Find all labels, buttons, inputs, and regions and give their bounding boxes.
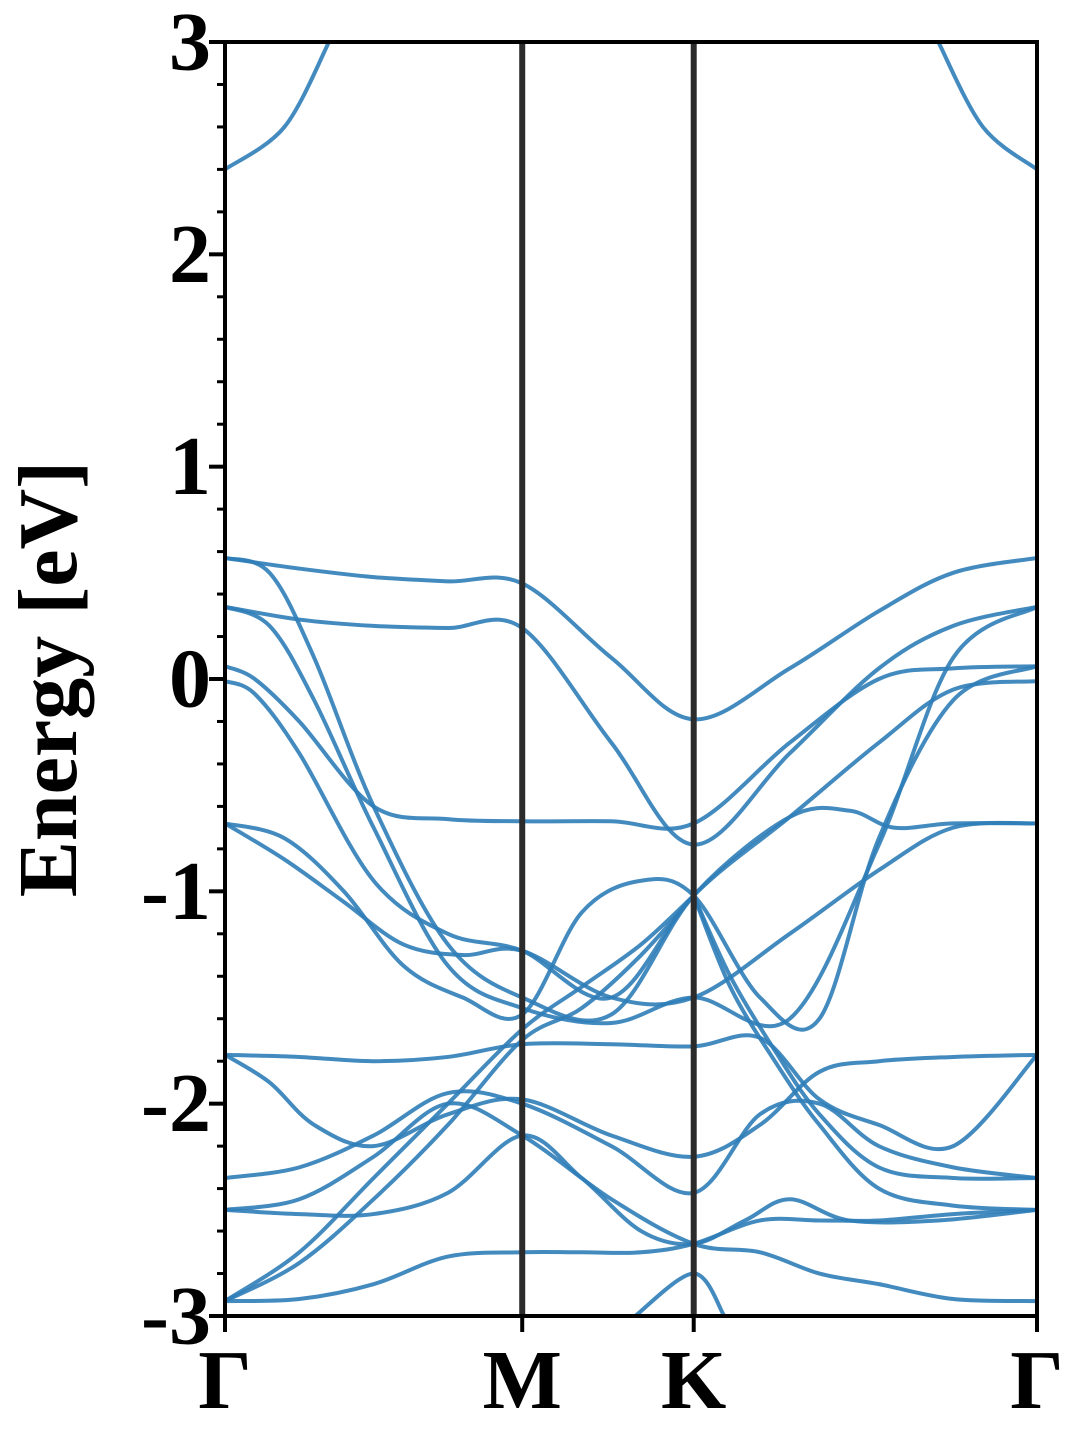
band-line-15 — [225, 893, 696, 1304]
y-tick-label: 2 — [169, 208, 211, 301]
band-line-8 — [225, 820, 1037, 1007]
band-line-3 — [225, 664, 1037, 831]
y-tick-label: -3 — [141, 1270, 211, 1363]
band-line-17 — [691, 893, 1037, 1181]
band-line-18 — [691, 893, 1037, 1212]
x-tick-label-1: Γ — [198, 1334, 251, 1427]
y-axis-label: Energy [eV] — [2, 461, 95, 897]
band-line-13 — [225, 1133, 1037, 1247]
plot-frame — [223, 40, 1039, 1318]
x-tick-label-2: M — [483, 1334, 562, 1427]
band-line-19 — [633, 1271, 727, 1316]
y-tick-label: 1 — [169, 420, 211, 513]
band-line-11 — [225, 1089, 1037, 1196]
band-line-14 — [225, 1207, 1037, 1304]
y-tick-label: -1 — [141, 845, 211, 938]
band-line-21 — [936, 42, 1037, 172]
x-tick-label-4: Γ — [1010, 1334, 1063, 1427]
band-line-10 — [225, 1052, 1037, 1159]
band-line-9 — [225, 1033, 1037, 1152]
band-line-7 — [225, 664, 1037, 1032]
high-symmetry-dividers — [519, 42, 697, 1316]
band-line-20 — [225, 42, 332, 172]
y-axis-ticks: -3 -2 -1 0 1 2 3 — [141, 0, 225, 1363]
y-tick-label: 3 — [169, 0, 211, 89]
y-tick-label: 0 — [169, 633, 211, 726]
band-line-2 — [225, 604, 1037, 847]
band-line-16 — [225, 893, 696, 1304]
band-lines — [225, 42, 1037, 1316]
band-line-1 — [225, 555, 1037, 722]
band-line-12 — [225, 1101, 1037, 1304]
x-tick-label-3: K — [661, 1334, 726, 1427]
y-tick-label: -2 — [141, 1057, 211, 1150]
band-line-4 — [225, 679, 1037, 1001]
